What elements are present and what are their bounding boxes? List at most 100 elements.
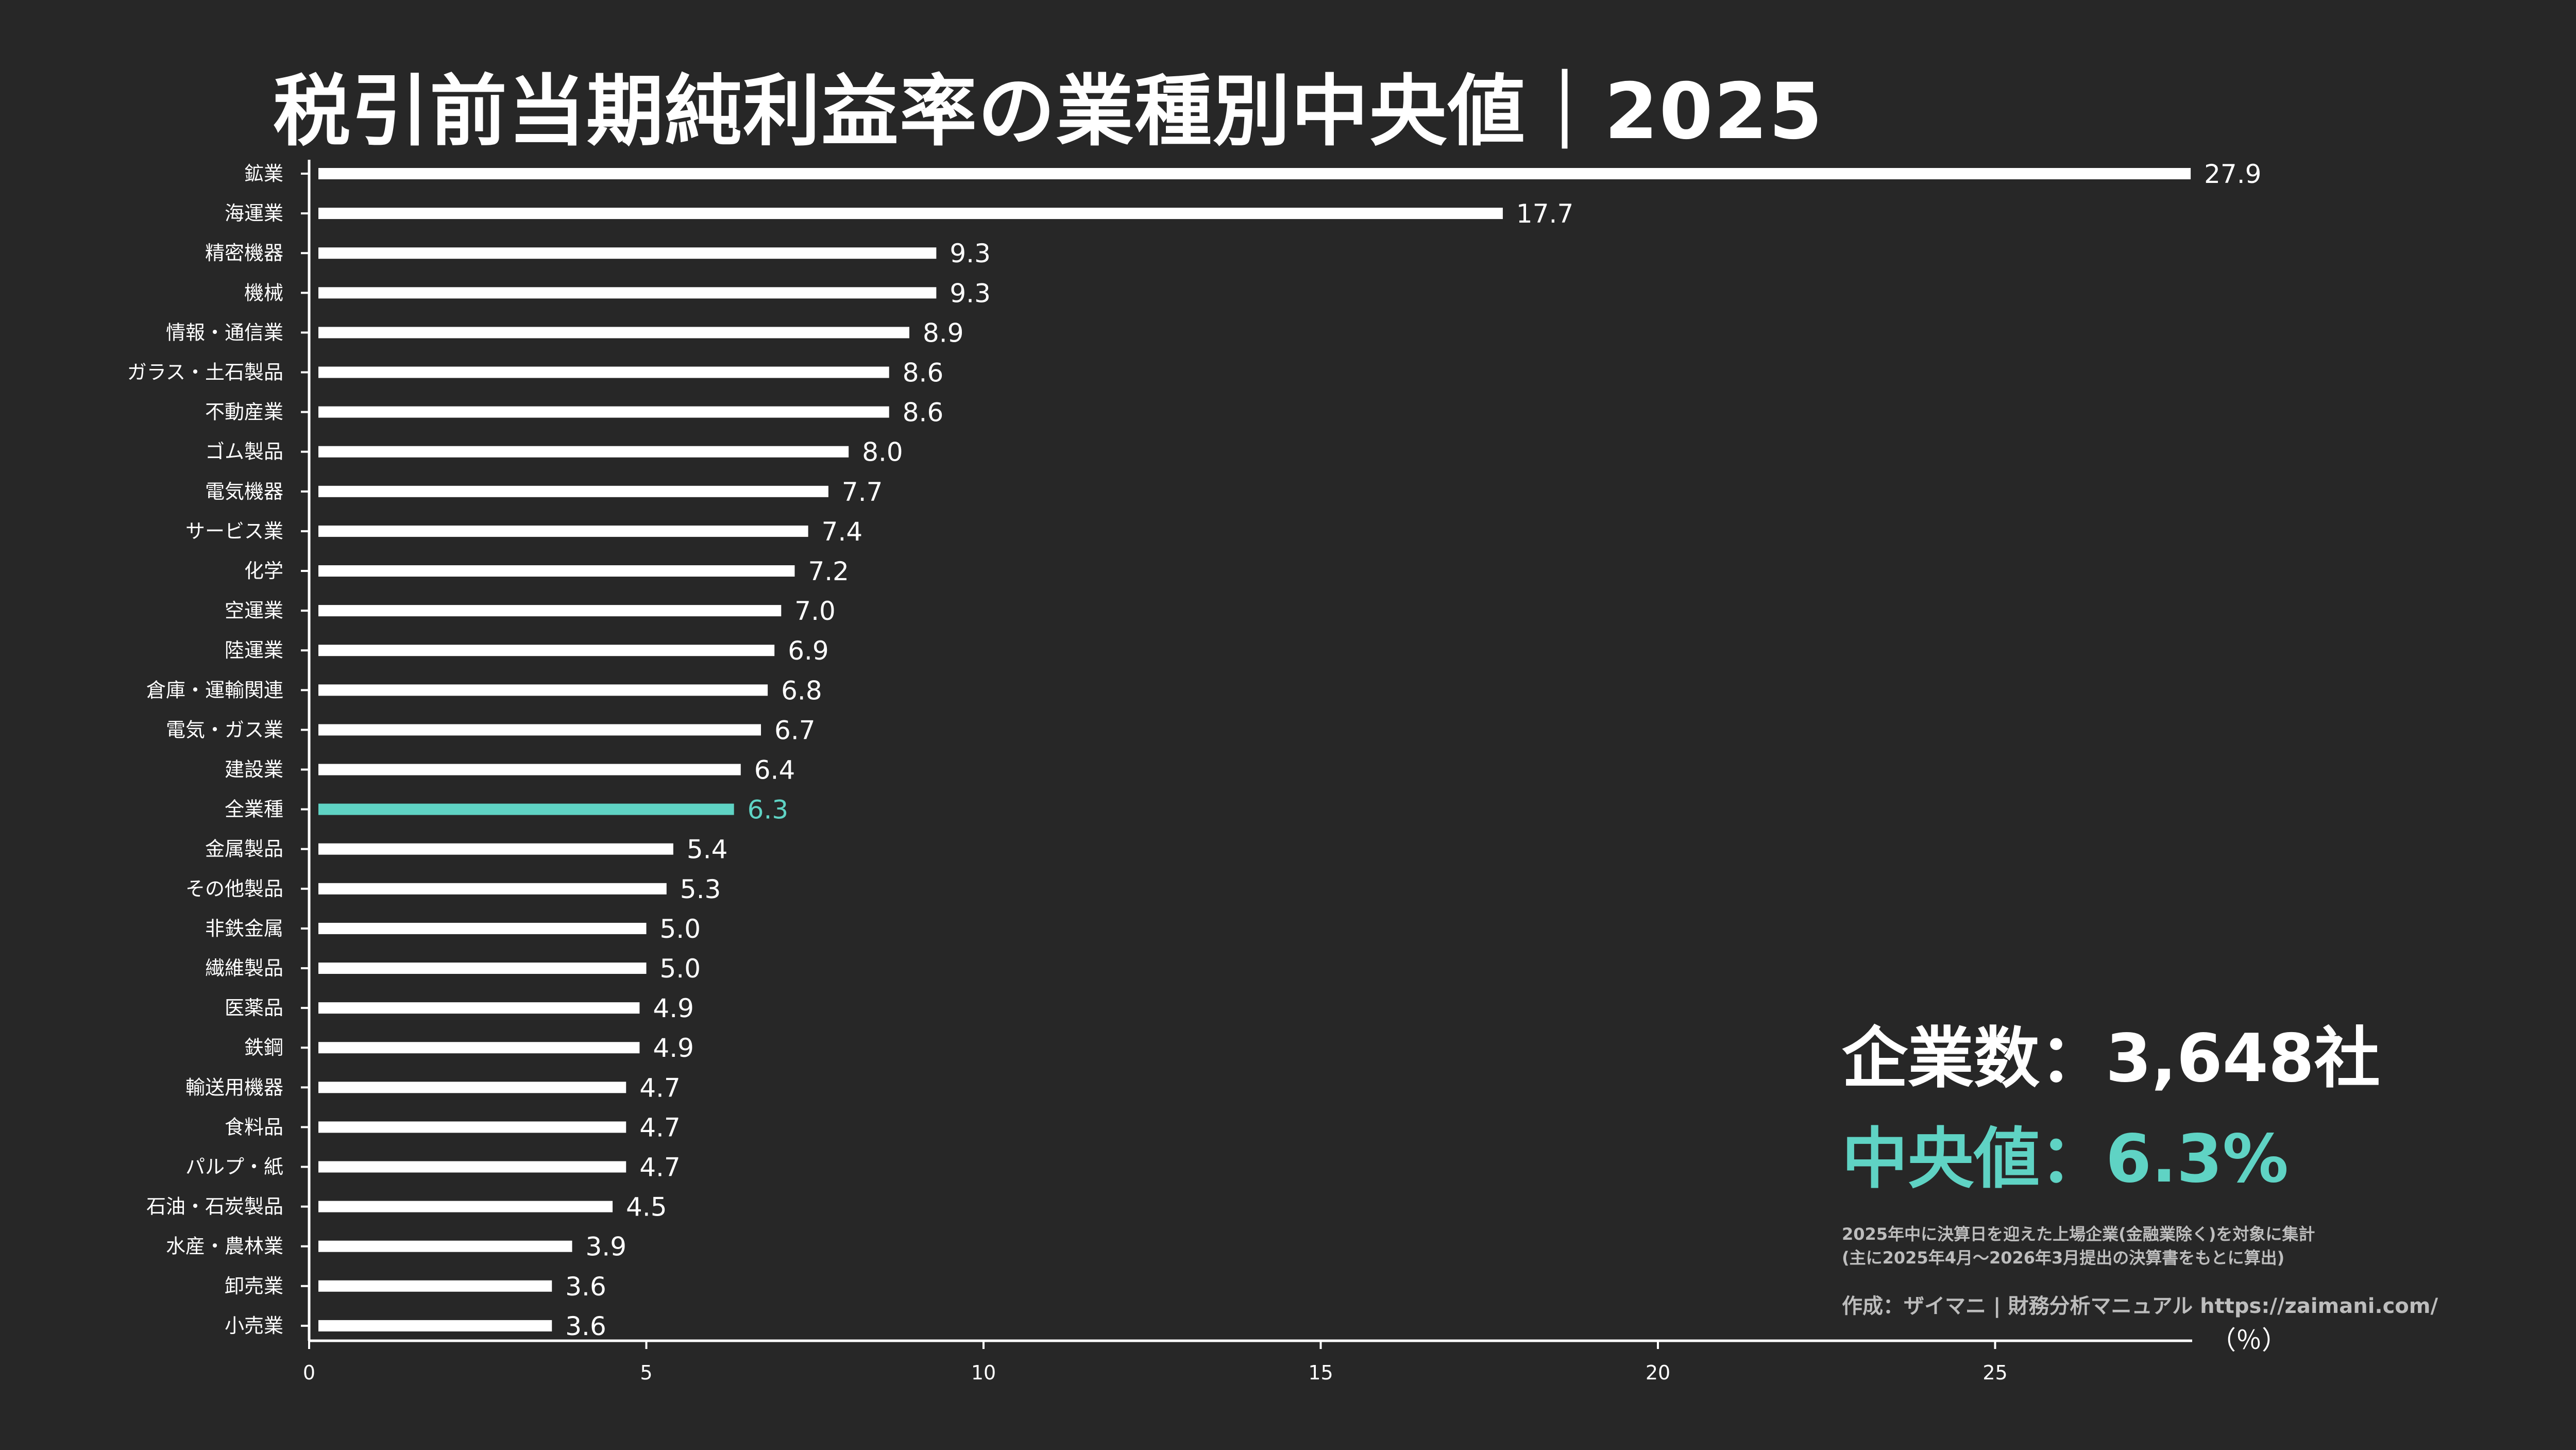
- bar: [318, 1082, 626, 1093]
- bar: [318, 366, 889, 378]
- value-label: 4.5: [626, 1192, 667, 1222]
- value-label: 4.7: [639, 1073, 681, 1103]
- bar-highlight: [318, 803, 734, 815]
- category-label: 鉄鋼: [244, 1036, 283, 1059]
- bar: [318, 1002, 640, 1014]
- category-label: 石油・石炭製品: [146, 1195, 283, 1218]
- category-label: ゴム製品: [205, 441, 283, 463]
- category-label: 電気・ガス業: [166, 718, 283, 741]
- category-label: 不動産業: [205, 401, 283, 424]
- note-line-1: 2025年中に決算日を迎えた上場企業(金融業除く)を対象に集計: [1842, 1224, 2315, 1244]
- value-label: 4.7: [639, 1153, 681, 1183]
- value-label: 3.6: [565, 1272, 606, 1302]
- summary-panel: 企業数：3,648社 中央値：6.3% 2025年中に決算日を迎えた上場企業(金…: [1842, 1005, 2563, 1319]
- bar: [318, 1161, 626, 1173]
- bar: [318, 1042, 640, 1054]
- value-label: 5.4: [687, 835, 728, 865]
- x-tick-label: 0: [303, 1361, 315, 1384]
- value-label: 6.3: [748, 795, 789, 825]
- category-label: 非鉄金属: [205, 917, 283, 940]
- value-label: 3.6: [565, 1311, 606, 1341]
- value-label: 9.3: [950, 278, 991, 308]
- median-value: 中央値：6.3%: [1842, 1121, 2289, 1198]
- value-label: 8.6: [903, 398, 944, 428]
- bar: [318, 168, 2191, 179]
- category-label: 陸運業: [225, 639, 283, 662]
- bar: [318, 565, 795, 577]
- value-label: 3.9: [586, 1232, 627, 1262]
- value-label: 6.4: [754, 755, 795, 785]
- category-label: 電気機器: [205, 480, 283, 503]
- category-label: 小売業: [225, 1314, 283, 1337]
- category-label: その他製品: [185, 878, 283, 900]
- category-label: 全業種: [225, 798, 283, 821]
- category-label: 化学: [244, 560, 283, 582]
- category-label: 輸送用機器: [185, 1076, 283, 1099]
- value-label: 17.7: [1516, 199, 1573, 229]
- category-label: 医薬品: [225, 997, 283, 1019]
- company-count: 企業数：3,648社: [1842, 1020, 2380, 1097]
- x-tick-label: 20: [1646, 1361, 1670, 1384]
- x-tick-label: 25: [1982, 1361, 2007, 1384]
- bar: [318, 1240, 572, 1252]
- value-label: 8.0: [862, 437, 903, 467]
- bar: [318, 883, 667, 895]
- value-label: 5.0: [660, 914, 701, 944]
- bar: [318, 406, 889, 418]
- bar: [318, 1121, 626, 1133]
- value-label: 6.9: [788, 636, 829, 666]
- category-label: 倉庫・運輸関連: [146, 679, 283, 701]
- x-tick-label: 10: [971, 1361, 996, 1384]
- bar: [318, 327, 910, 339]
- value-label: 7.7: [842, 477, 883, 507]
- bar: [318, 525, 808, 537]
- bar: [318, 605, 782, 617]
- category-label: 繊維製品: [205, 957, 283, 980]
- bar: [318, 287, 937, 299]
- value-label: 6.7: [774, 715, 816, 745]
- value-label: 7.2: [808, 557, 849, 586]
- note-line-2: (主に2025年4月〜2026年3月提出の決算書をもとに算出): [1842, 1248, 2285, 1268]
- value-label: 4.9: [653, 1033, 694, 1063]
- value-label: 8.9: [923, 318, 964, 348]
- x-tick-label: 15: [1308, 1361, 1333, 1384]
- bar: [318, 446, 849, 458]
- credit-text: 作成：ザイマニ | 財務分析マニュアル https://zaimani.com/: [1842, 1294, 2438, 1318]
- category-label: 卸売業: [225, 1275, 283, 1297]
- bar: [318, 963, 647, 974]
- bar: [318, 1201, 613, 1212]
- bar: [318, 764, 741, 775]
- category-label: パルプ・紙: [185, 1156, 283, 1178]
- category-label: 情報・通信業: [166, 321, 283, 344]
- category-label: 建設業: [225, 758, 283, 781]
- category-label: 食料品: [225, 1116, 283, 1138]
- value-label: 4.9: [653, 993, 694, 1023]
- bar: [318, 724, 761, 736]
- x-tick-label: 5: [640, 1361, 652, 1384]
- category-label: 空運業: [225, 599, 283, 622]
- value-label: 8.6: [903, 358, 944, 388]
- value-label: 9.3: [950, 239, 991, 268]
- category-label: 精密機器: [205, 242, 283, 264]
- value-label: 27.9: [2204, 159, 2261, 189]
- category-label: 機械: [244, 281, 283, 304]
- value-label: 4.7: [639, 1112, 681, 1142]
- category-label: 金属製品: [205, 838, 283, 861]
- bar: [318, 922, 647, 934]
- category-label: サービス業: [185, 520, 283, 543]
- bar: [318, 485, 828, 497]
- chart-title: 税引前当期純利益率の業種別中央値｜2025: [273, 67, 1824, 157]
- category-label: 海運業: [225, 202, 283, 225]
- bar: [318, 645, 775, 656]
- value-label: 5.0: [660, 954, 701, 984]
- value-label: 7.0: [794, 596, 836, 626]
- bar: [318, 843, 673, 855]
- category-label: 鉱業: [244, 162, 283, 185]
- bar: [318, 208, 1503, 220]
- x-axis-unit-label: （％）: [2210, 1325, 2287, 1355]
- bar: [318, 1320, 552, 1331]
- value-label: 5.3: [680, 874, 721, 904]
- value-label: 7.4: [822, 517, 863, 547]
